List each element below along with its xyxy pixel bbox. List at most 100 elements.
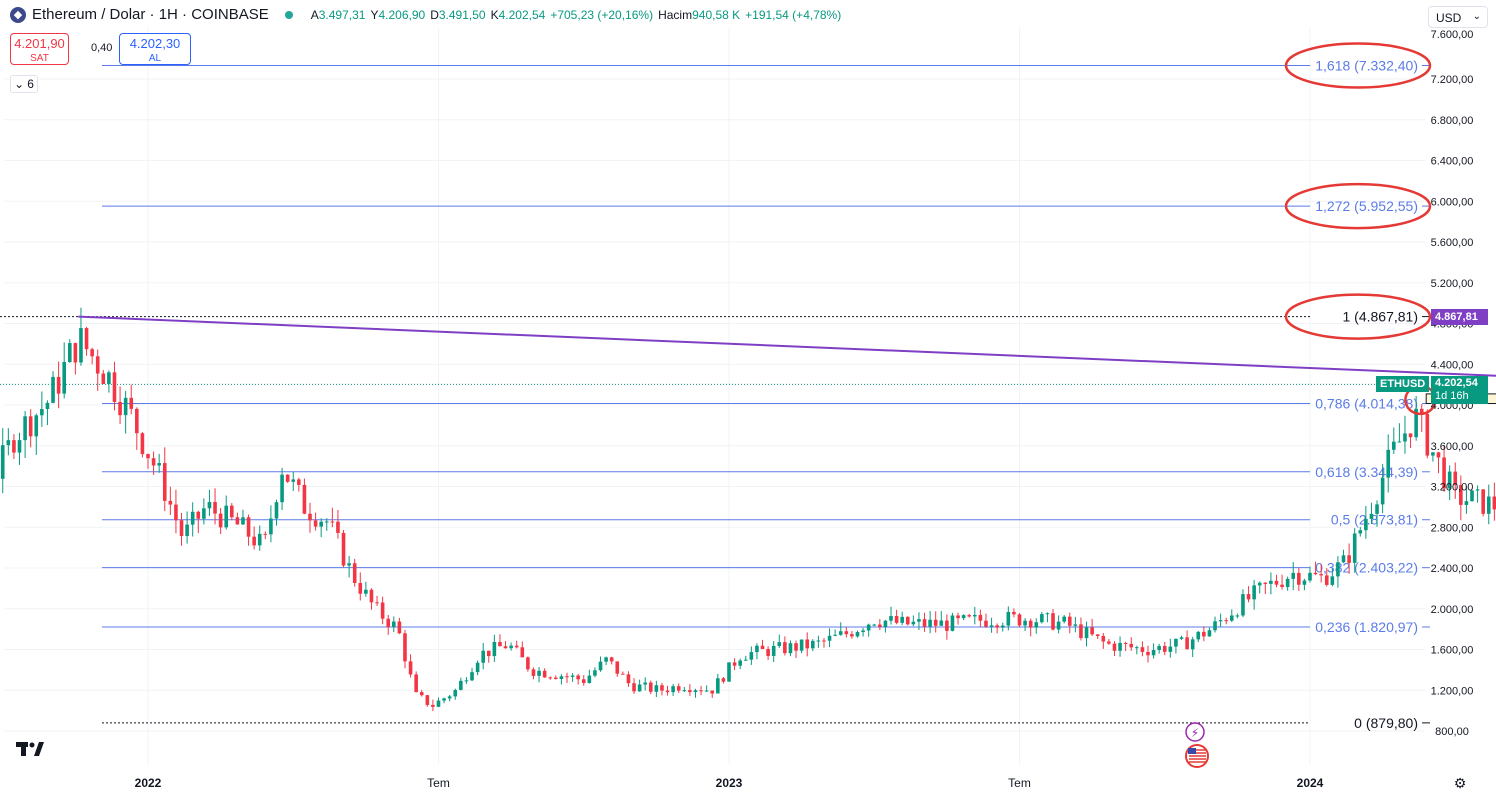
candle-body <box>855 632 860 637</box>
candle-body <box>1196 631 1201 640</box>
buy-price: 4.202,30 <box>129 36 181 51</box>
candle-body <box>1375 504 1379 514</box>
candle-body <box>375 602 379 604</box>
candle-body <box>928 619 932 627</box>
symbol-axis-tag: ETHUSD <box>1376 376 1429 393</box>
candle-body <box>386 618 391 628</box>
fib-level-label: 1,618 (7.332,40) <box>1315 58 1418 74</box>
candle-body <box>917 619 921 622</box>
candle-body <box>358 582 363 594</box>
candle-body <box>520 647 525 658</box>
candle-body <box>743 659 748 661</box>
candle-body <box>995 625 999 628</box>
candle-body <box>151 458 156 466</box>
sell-price: 4.201,90 <box>14 36 65 51</box>
settings-gear-icon[interactable]: ⚙ <box>1453 775 1467 791</box>
candle-body <box>224 505 229 528</box>
candle-body <box>1129 643 1134 648</box>
price-axis[interactable]: 800,00 1.200,00 1.600,00 2.000,00 2.400,00 2.… <box>1431 29 1474 738</box>
candle-body <box>73 343 78 363</box>
candle-body <box>129 397 134 409</box>
candle-body <box>34 415 39 437</box>
candle-body <box>107 372 111 384</box>
buy-button[interactable]: 4.202,30 AL <box>119 33 191 65</box>
last-price-value: 4.202,54 <box>1435 377 1478 390</box>
candle-body <box>1229 615 1234 621</box>
candle-body <box>1481 489 1485 514</box>
candle-body <box>514 645 519 648</box>
candle-body <box>308 513 312 521</box>
candle-body <box>425 695 430 705</box>
candle-body <box>548 677 553 679</box>
candle-body <box>838 631 843 635</box>
symbol-title[interactable]: Ethereum / Dolar · 1H · COINBASE <box>32 6 269 23</box>
ohlc-value: 4.202,54 <box>498 7 546 22</box>
currency-select[interactable]: USD ⌄ <box>1428 6 1488 28</box>
candle-body <box>51 376 55 403</box>
time-tick-label: Tem <box>1008 776 1031 790</box>
candle-body <box>1431 452 1435 456</box>
sell-button[interactable]: 4.201,90 SAT <box>10 33 69 65</box>
candle-body <box>1319 574 1323 576</box>
fib-level-label: 0,236 (1.820,97) <box>1315 619 1418 635</box>
candle-body <box>1207 630 1212 637</box>
candle-body <box>118 401 122 416</box>
candle-body <box>95 356 100 374</box>
candle-body <box>90 349 94 357</box>
candle-body <box>1028 620 1033 628</box>
fib-level-label: 0,618 (3.344,39) <box>1315 464 1418 480</box>
candle-body <box>933 619 938 626</box>
candle-body <box>1414 408 1418 438</box>
price-tick-label: 1.200,00 <box>1431 685 1474 697</box>
flash-event-icon: ⚡ <box>1191 726 1199 740</box>
candle-body <box>900 616 904 623</box>
candle-body <box>665 690 670 693</box>
candle-body <box>1330 576 1335 585</box>
candle-body <box>1224 620 1229 622</box>
ohlc-item: +705,23 (+20,16%) <box>550 8 653 22</box>
spread-value: 0,40 <box>91 42 113 54</box>
candle-body <box>414 674 418 693</box>
fib-level-label: 0,786 (4.014,38) <box>1315 396 1418 412</box>
candle-body <box>324 521 329 523</box>
ohlc-key: Hacim <box>658 7 693 22</box>
candle-body <box>844 631 849 635</box>
candle-body <box>609 657 614 662</box>
candle-body <box>872 624 877 626</box>
indicators-toggle[interactable]: ⌄ 6 <box>10 75 38 93</box>
candle-body <box>554 677 558 679</box>
candle-body <box>693 690 698 693</box>
tradingview-logo-icon[interactable] <box>16 740 44 761</box>
candle-body <box>364 589 368 594</box>
fib-level-label: 1 (4.867,81) <box>1343 309 1419 325</box>
candle-body <box>956 615 960 619</box>
candle-body <box>157 463 161 466</box>
price-tick-label: 6.800,00 <box>1431 115 1474 127</box>
time-tick-label: Tem <box>427 776 450 790</box>
time-axis[interactable]: 2022Tem2023Tem2024Tem2025Tem2026 <box>135 776 1496 790</box>
candle-body <box>185 524 189 537</box>
fib-level-label: 0,382 (2.403,22) <box>1315 560 1418 576</box>
candle-body <box>531 669 536 676</box>
price-tick-label: 2.000,00 <box>1431 604 1474 616</box>
ohlc-item: Y4.206,90 <box>370 8 425 22</box>
candle-body <box>45 402 50 410</box>
ohlc-value: 940,58 K <box>692 7 741 22</box>
candle-body <box>1442 457 1446 489</box>
candle-body <box>648 682 653 692</box>
candle-body <box>716 678 720 694</box>
candle-body <box>218 513 223 528</box>
candle-body <box>1213 621 1217 631</box>
candle-body <box>79 328 83 363</box>
candle-body <box>766 648 770 656</box>
candle-body <box>660 685 664 691</box>
candle-body <box>1492 496 1496 510</box>
market-open-dot-icon <box>284 10 293 19</box>
price-axis-tag: 4.867,81 <box>1431 308 1488 325</box>
candle-body <box>1140 647 1145 652</box>
candle-body <box>498 641 502 647</box>
ohlc-key: D <box>430 7 439 22</box>
candle-body <box>777 642 782 646</box>
candle-body <box>1352 533 1357 563</box>
